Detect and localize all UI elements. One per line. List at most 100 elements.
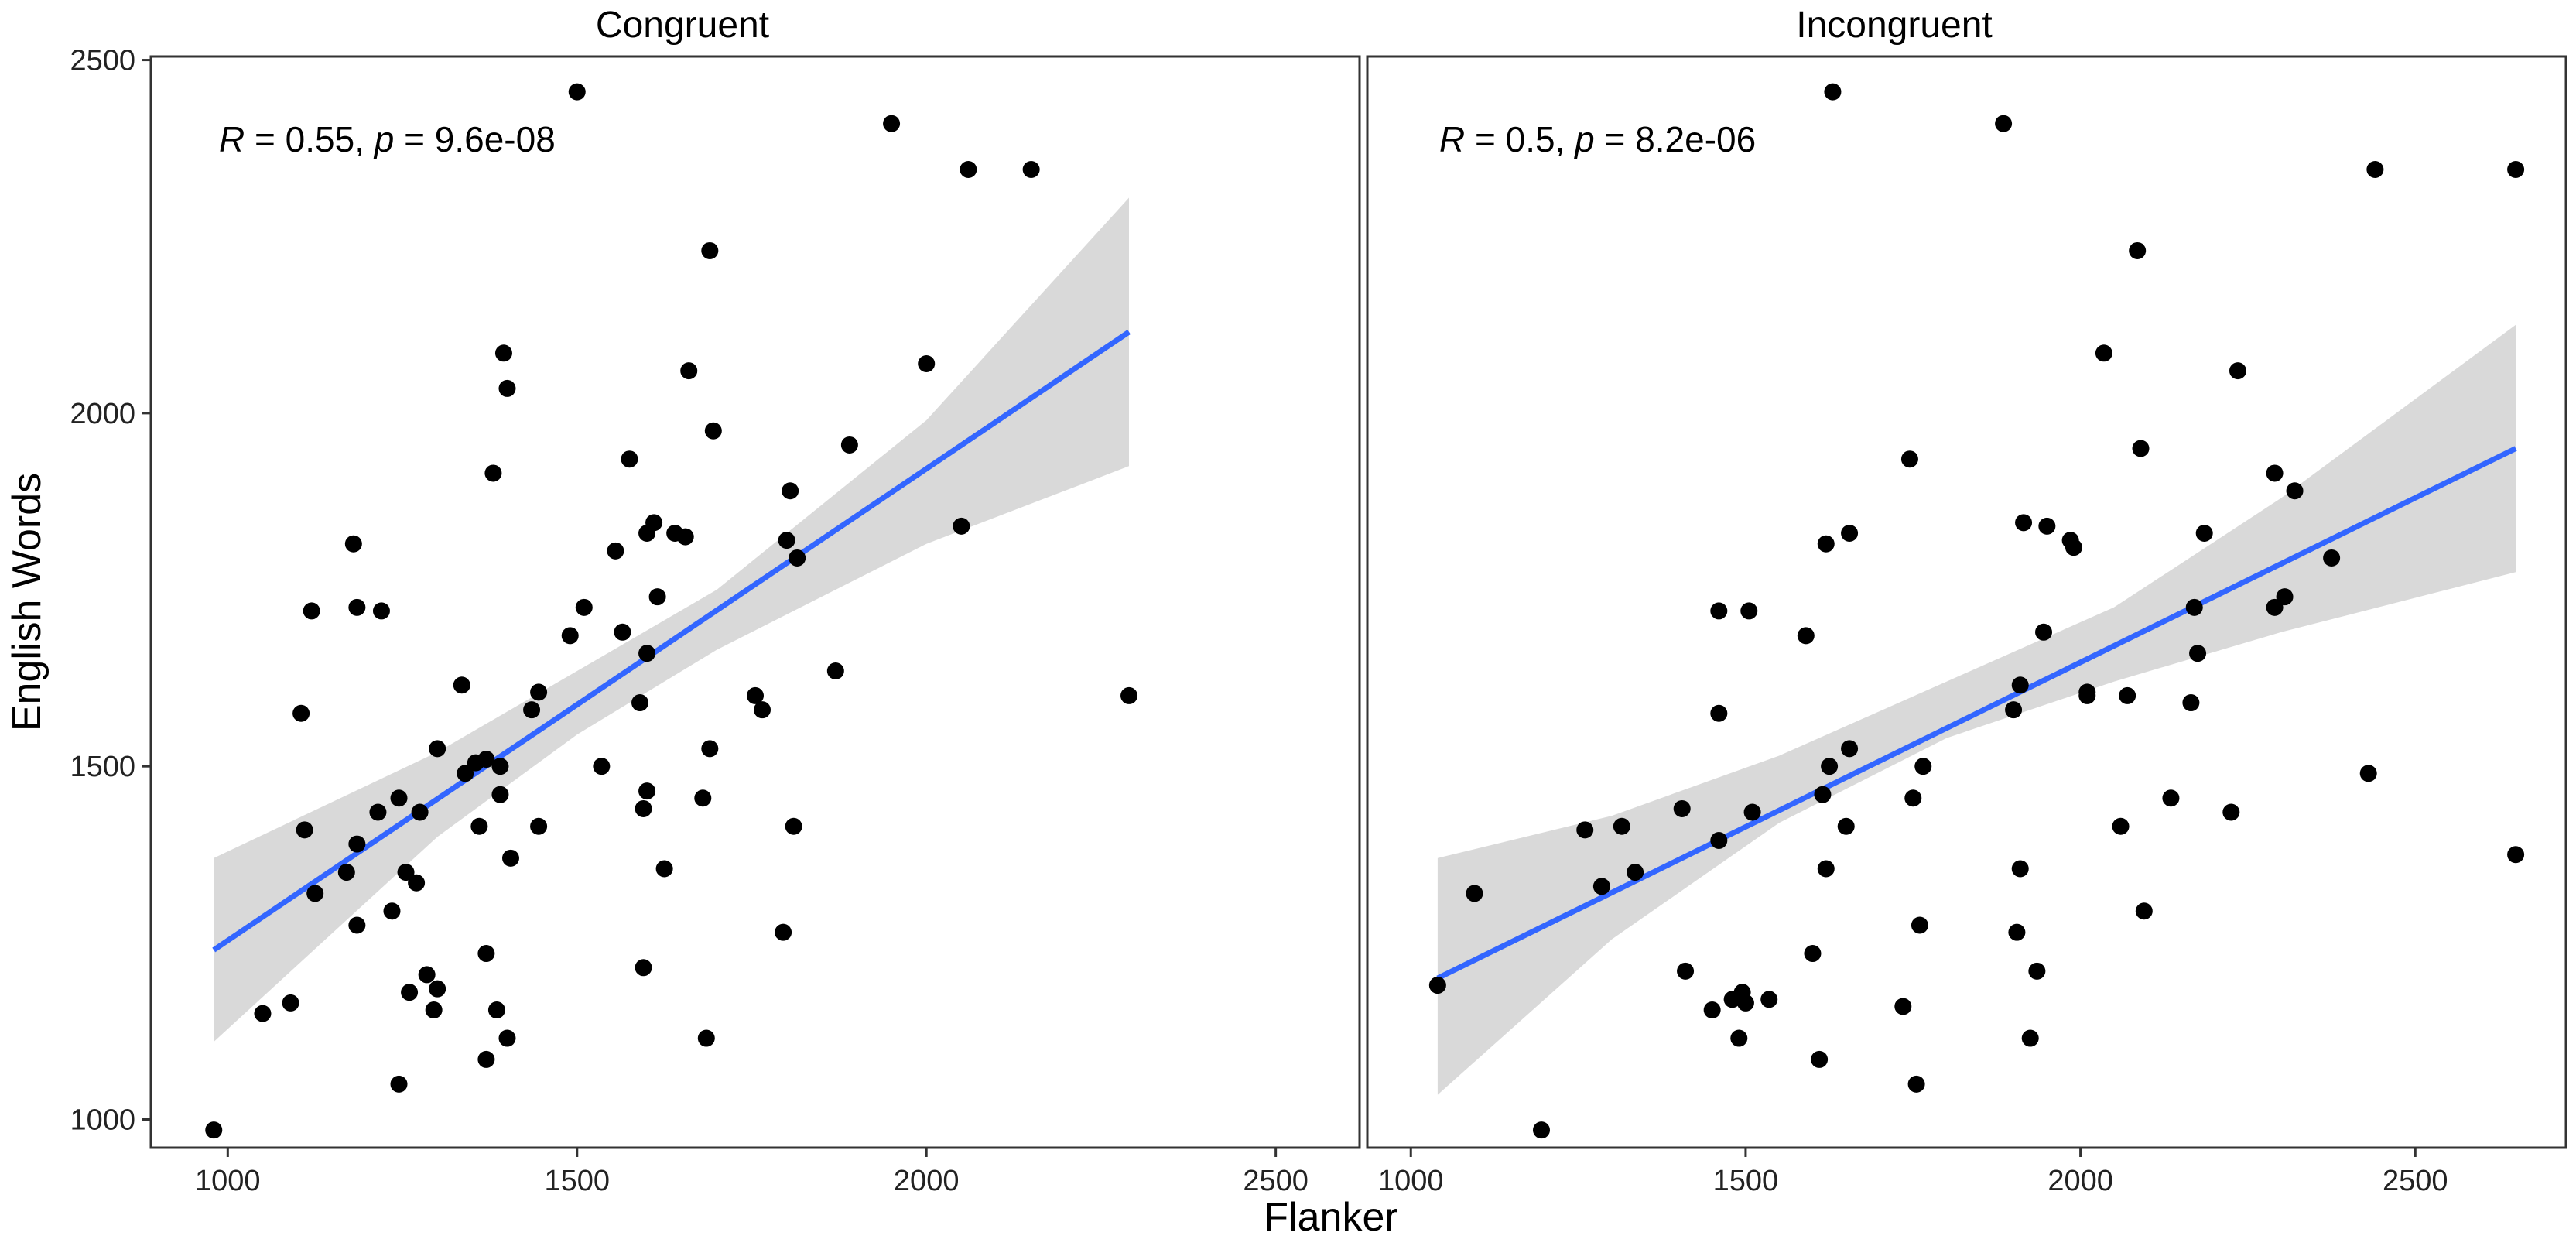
data-point bbox=[2132, 440, 2150, 457]
data-point bbox=[453, 676, 470, 694]
stat-r-value: = 0.55, bbox=[245, 119, 375, 159]
data-point bbox=[1814, 786, 1832, 803]
data-point bbox=[2189, 645, 2207, 662]
data-point bbox=[575, 598, 593, 616]
x-tick-label: 1500 bbox=[1713, 1165, 1779, 1197]
data-point bbox=[401, 984, 419, 1001]
data-point bbox=[645, 514, 663, 532]
stat-r-symbol: R bbox=[219, 119, 245, 159]
data-point bbox=[2008, 923, 2026, 941]
data-point bbox=[1120, 686, 1138, 704]
panel-incongruent: Incongruent R = 0.5, p = 8.2e-06 1000 150… bbox=[1366, 5, 2567, 1197]
panel-congruent: Congruent R = 0.55, p = 9.6e-08 1000 1500… bbox=[70, 5, 1361, 1197]
data-point bbox=[2366, 161, 2384, 179]
x-tick-label: 2500 bbox=[2383, 1165, 2448, 1197]
data-point bbox=[2276, 588, 2294, 606]
x-tick-label: 2500 bbox=[1243, 1165, 1309, 1197]
data-point bbox=[2095, 344, 2112, 362]
data-point bbox=[1710, 832, 1728, 850]
ci-band-area bbox=[1437, 324, 2516, 1095]
data-point bbox=[638, 645, 656, 662]
data-point bbox=[337, 864, 355, 881]
data-point bbox=[2229, 362, 2246, 380]
data-point bbox=[306, 885, 324, 902]
data-point bbox=[2065, 539, 2082, 556]
stat-label-incongruent: R = 0.5, p = 8.2e-06 bbox=[1439, 119, 1756, 159]
data-point bbox=[1466, 885, 1483, 902]
data-point bbox=[2266, 598, 2284, 616]
data-point bbox=[425, 1001, 443, 1019]
data-point bbox=[1797, 627, 1815, 645]
data-point bbox=[2323, 549, 2341, 567]
data-point bbox=[635, 799, 652, 817]
data-point bbox=[470, 817, 488, 835]
data-point bbox=[638, 782, 656, 800]
data-point bbox=[2021, 1029, 2039, 1047]
data-point bbox=[648, 588, 666, 606]
data-point bbox=[282, 994, 299, 1012]
data-point bbox=[2286, 482, 2304, 500]
data-point bbox=[498, 379, 516, 397]
data-point bbox=[2135, 902, 2153, 920]
data-point bbox=[418, 966, 436, 984]
data-point bbox=[1710, 704, 1728, 722]
x-ticks-incongruent: 1000 1500 2000 2500 bbox=[1378, 1148, 2448, 1197]
y-ticks-congruent: 1000 1500 2000 2500 bbox=[70, 45, 151, 1136]
data-point bbox=[1841, 740, 1859, 758]
data-point bbox=[348, 916, 366, 934]
data-point bbox=[429, 740, 446, 758]
y-tick-label: 1500 bbox=[70, 751, 135, 783]
data-point bbox=[491, 758, 509, 775]
data-point bbox=[1730, 1029, 1748, 1047]
data-point bbox=[2119, 686, 2136, 704]
data-point bbox=[484, 464, 502, 482]
data-point bbox=[1911, 916, 1928, 934]
data-point bbox=[568, 83, 586, 101]
data-point bbox=[2005, 701, 2023, 719]
data-point bbox=[1677, 962, 1695, 980]
data-point bbox=[614, 623, 631, 641]
data-point bbox=[2011, 676, 2029, 694]
y-tick-label: 1000 bbox=[70, 1104, 135, 1136]
data-point bbox=[2112, 817, 2130, 835]
x-tick-label: 1000 bbox=[1378, 1165, 1444, 1197]
data-point bbox=[1743, 803, 1761, 821]
data-point bbox=[1703, 1001, 1721, 1019]
data-point bbox=[1914, 758, 1932, 775]
data-point bbox=[523, 701, 541, 719]
data-point bbox=[2359, 765, 2377, 782]
data-point bbox=[303, 602, 320, 620]
data-point bbox=[1811, 1050, 1829, 1068]
data-point bbox=[2015, 514, 2033, 532]
data-point bbox=[701, 241, 719, 259]
data-point bbox=[530, 683, 548, 701]
data-point bbox=[778, 532, 795, 549]
stat-r-symbol: R bbox=[1439, 119, 1465, 159]
data-point bbox=[1673, 799, 1691, 817]
data-point bbox=[498, 1029, 516, 1047]
data-point bbox=[775, 923, 792, 941]
stat-label-congruent: R = 0.55, p = 9.6e-08 bbox=[219, 119, 556, 159]
data-point bbox=[2162, 789, 2180, 807]
data-point bbox=[2185, 598, 2203, 616]
data-point bbox=[1613, 817, 1630, 835]
data-point bbox=[1824, 83, 1842, 101]
x-tick-label: 1000 bbox=[195, 1165, 261, 1197]
regression-line bbox=[1436, 446, 2517, 981]
data-point bbox=[621, 450, 638, 468]
data-point bbox=[2507, 846, 2525, 864]
data-point bbox=[2011, 860, 2029, 878]
x-tick-label: 2000 bbox=[2047, 1165, 2113, 1197]
data-point bbox=[205, 1121, 223, 1139]
data-point bbox=[2266, 464, 2284, 482]
fit-line-congruent bbox=[212, 330, 1131, 953]
data-point bbox=[2222, 803, 2240, 821]
data-point bbox=[1804, 945, 1822, 963]
y-axis-title: English Words bbox=[5, 473, 50, 731]
data-point bbox=[1900, 450, 1918, 468]
fit-line-incongruent bbox=[1436, 446, 2517, 981]
data-point bbox=[635, 959, 652, 977]
data-point bbox=[348, 598, 366, 616]
data-point bbox=[960, 161, 977, 179]
data-point bbox=[2182, 694, 2200, 712]
